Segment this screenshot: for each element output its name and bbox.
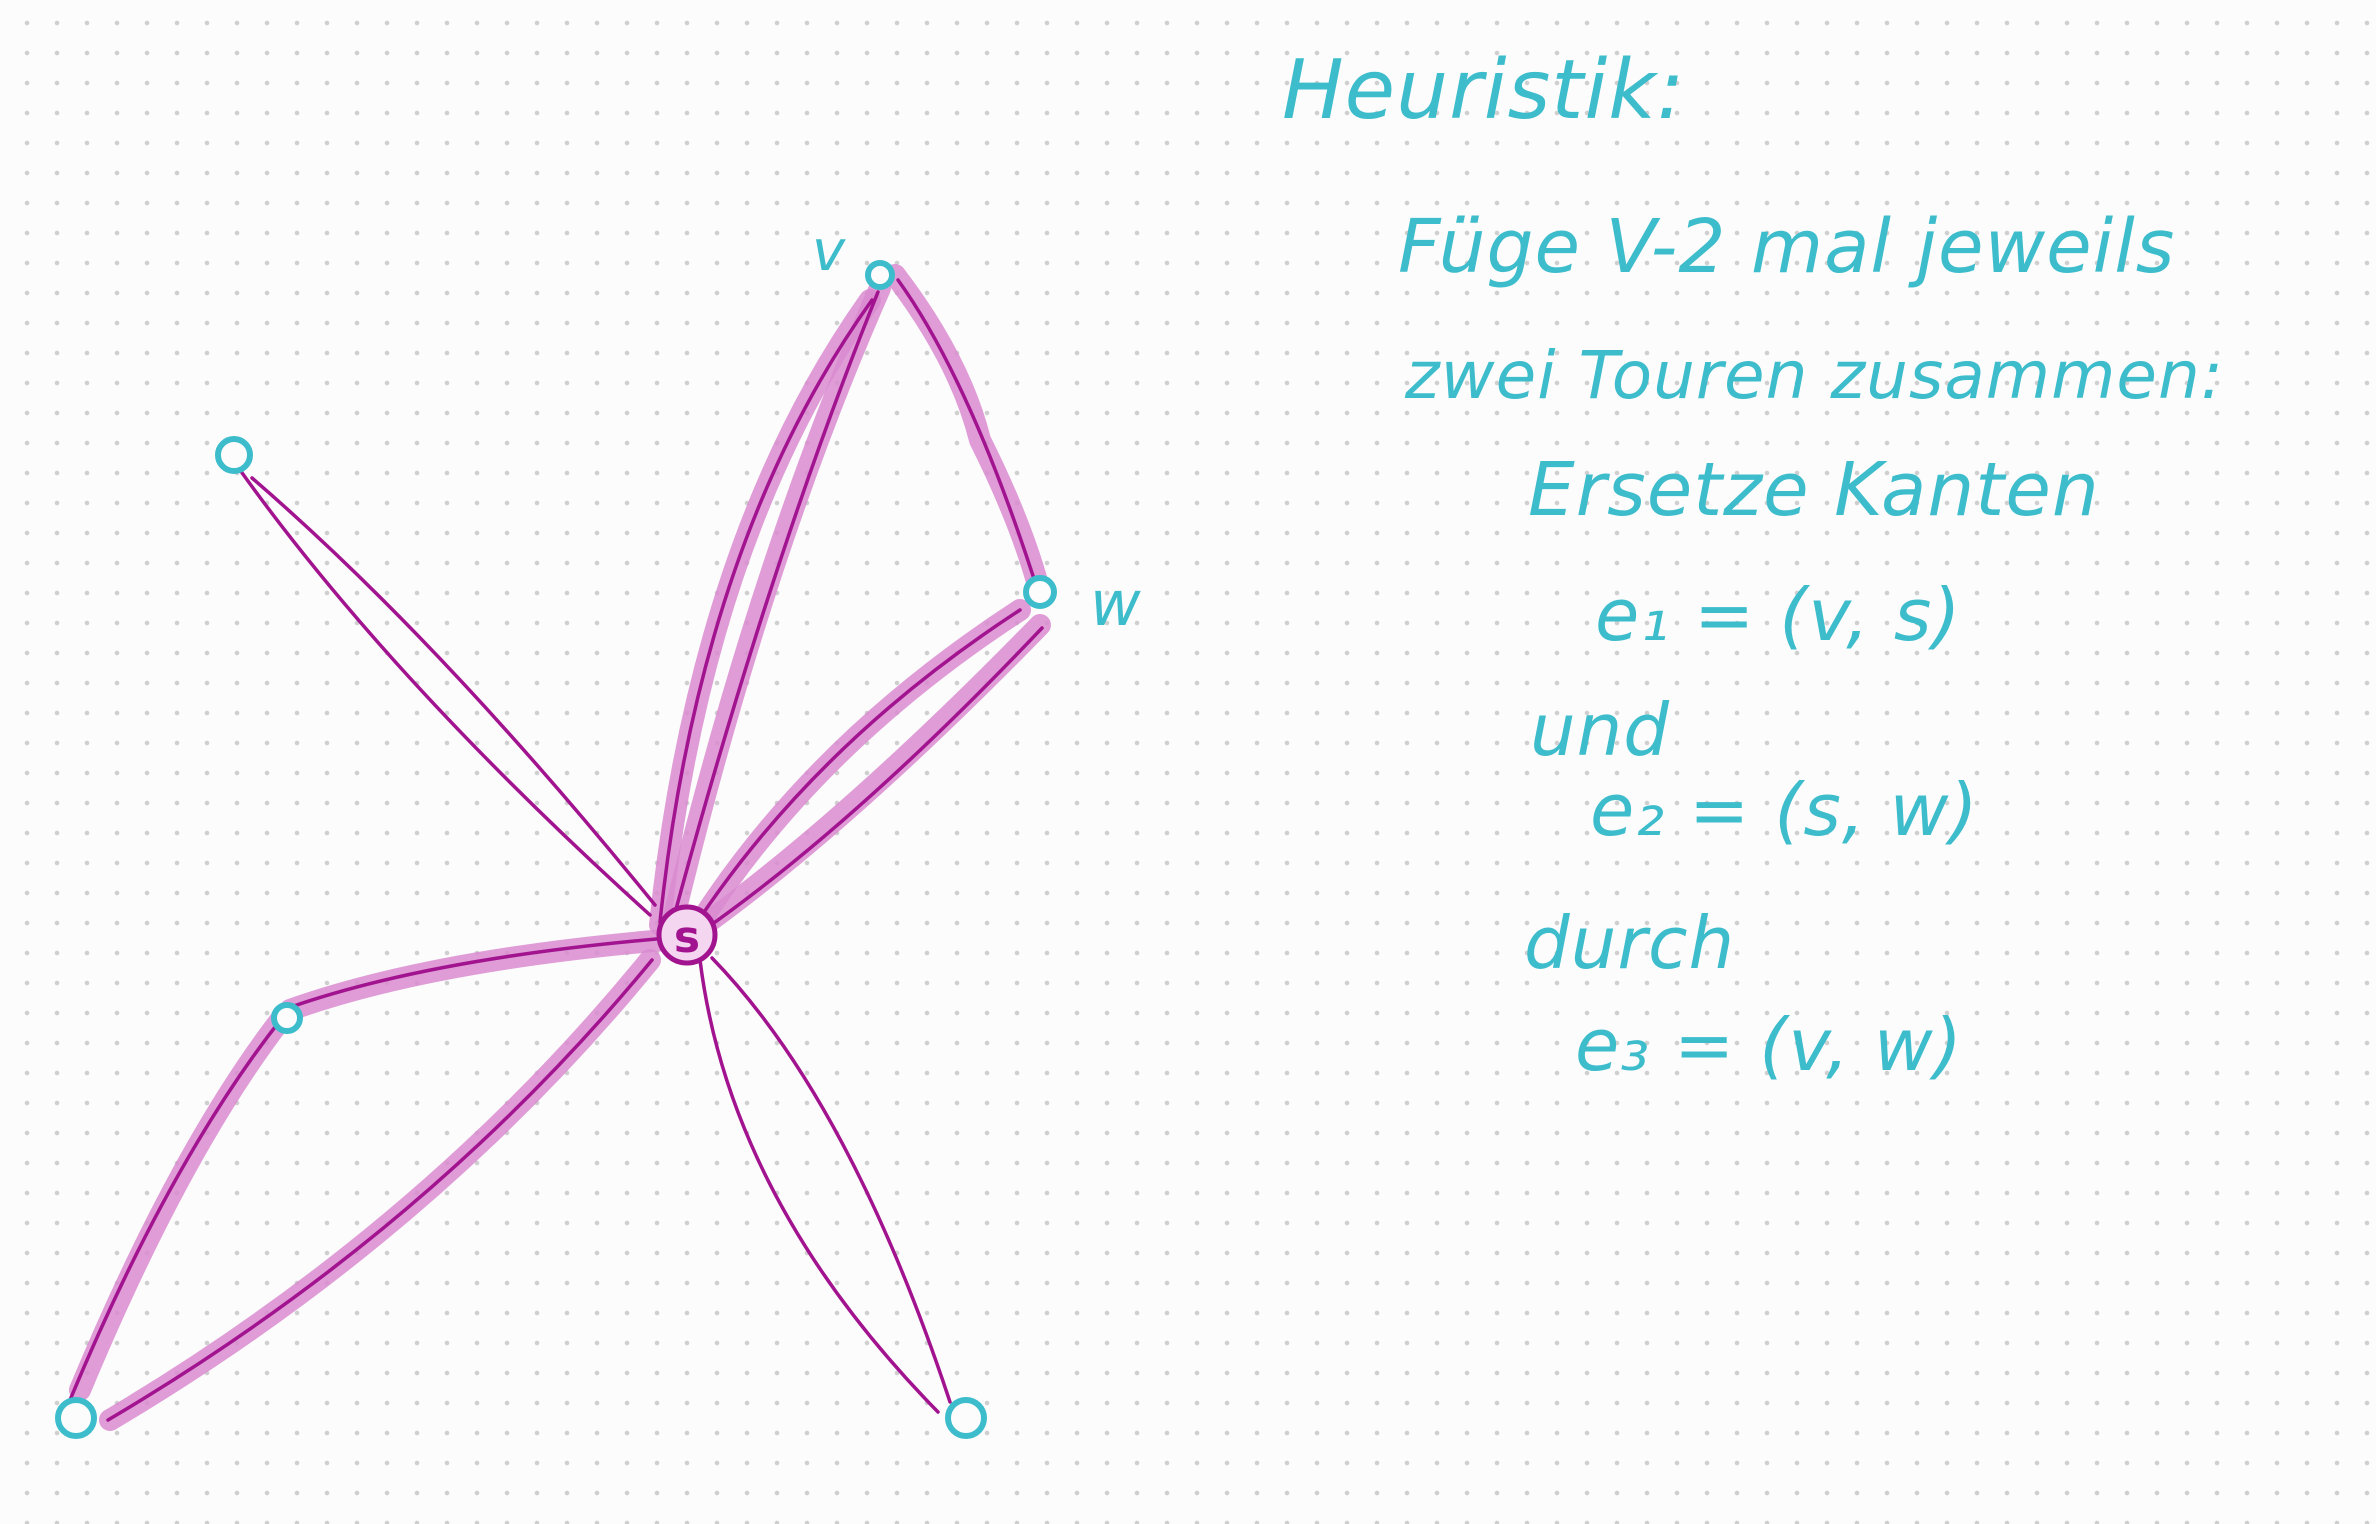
edge-v-w xyxy=(896,278,1038,587)
note-e3: e₃ = (v, w) xyxy=(1575,1003,1963,1087)
notes: Heuristik: Füge V-2 mal jeweils zwei Tou… xyxy=(1282,43,2224,1087)
node-bottom-left xyxy=(55,1397,97,1439)
highlight-s-bottomleft xyxy=(99,949,661,1431)
edge-s-v-b xyxy=(670,290,880,926)
note-line3: Ersetze Kanten xyxy=(1528,447,2100,533)
edge-s-topleft-b xyxy=(238,468,652,917)
edge-s-midleft xyxy=(286,936,670,1010)
note-und: und xyxy=(1530,688,1670,772)
highlight-s-v-b xyxy=(661,277,891,936)
note-e1: e₁ = (v, s) xyxy=(1595,573,1961,657)
edge-s-bottomright-a xyxy=(698,958,940,1414)
node-label-v: v xyxy=(812,219,846,284)
note-line2: zwei Touren zusammen: xyxy=(1404,337,2224,414)
note-line1: Füge V-2 mal jeweils xyxy=(1398,204,2175,290)
node-v xyxy=(865,260,895,290)
graph-nodes xyxy=(55,260,1057,1439)
note-durch: durch xyxy=(1524,901,1735,985)
title-heuristik: Heuristik: xyxy=(1282,43,1685,138)
node-label-s: s xyxy=(674,912,700,963)
node-s xyxy=(656,904,718,966)
highlight-v-w xyxy=(884,264,1049,596)
node-label-w: w xyxy=(1090,567,1141,640)
note-e2: e₂ = (s, w) xyxy=(1590,768,1979,852)
edge-s-bottomleft xyxy=(106,958,654,1422)
node-bottom-right xyxy=(945,1397,987,1439)
highlight-s-midleft xyxy=(279,929,676,1021)
node-mid-left xyxy=(271,1002,303,1034)
edge-s-v-a xyxy=(658,298,874,924)
edge-midleft-bottomleft xyxy=(68,1016,284,1402)
graph-edges xyxy=(68,278,1044,1422)
edge-s-w-b xyxy=(702,626,1044,932)
highlight-s-w-b xyxy=(689,614,1051,939)
edge-s-topleft-a xyxy=(250,476,657,907)
node-w xyxy=(1023,575,1057,609)
node-top-left xyxy=(215,436,253,474)
edge-s-bottomright-b xyxy=(710,956,952,1404)
edge-s-w-a xyxy=(698,608,1022,920)
